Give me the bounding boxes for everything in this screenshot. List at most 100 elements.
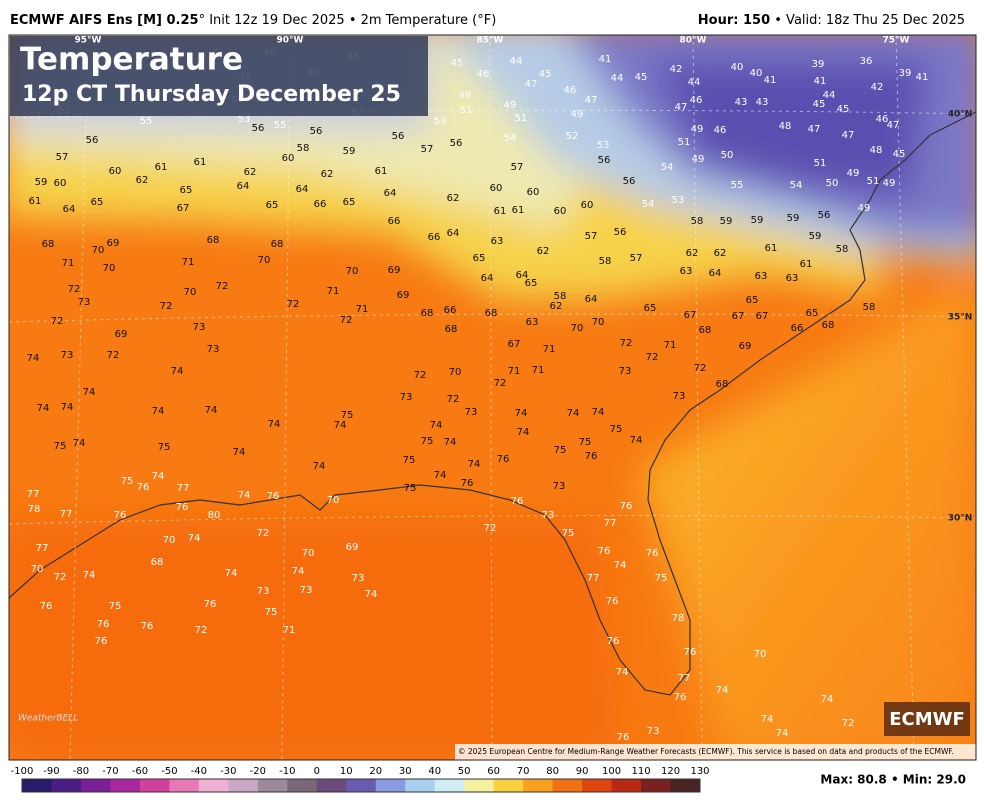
colorbar-swatch — [228, 779, 259, 792]
station-value: 44 — [611, 73, 624, 84]
station-value: 68 — [485, 308, 498, 319]
station-value: 74 — [776, 728, 789, 739]
station-value: 75 — [610, 424, 623, 435]
station-value: 49 — [692, 154, 705, 165]
station-value: 69 — [739, 341, 752, 352]
station-value: 55 — [274, 120, 287, 131]
station-value: 63 — [786, 273, 799, 284]
station-value: 45 — [813, 99, 826, 110]
station-value: 53 — [434, 116, 447, 127]
station-value: 69 — [397, 290, 410, 301]
station-value: 68 — [421, 308, 434, 319]
colorbar-tick: 110 — [631, 766, 650, 777]
station-value: 74 — [434, 470, 447, 481]
station-value: 73 — [193, 322, 206, 333]
colorbar-swatch — [198, 779, 229, 792]
station-value: 65 — [746, 295, 759, 306]
station-value: 72 — [414, 370, 427, 381]
station-value: 61 — [512, 205, 525, 216]
coastline — [9, 111, 976, 696]
station-value: 49 — [883, 178, 896, 189]
station-value: 77 — [60, 509, 73, 520]
station-value: 74 — [614, 560, 627, 571]
station-value: 36 — [860, 56, 873, 67]
station-value: 56 — [392, 131, 405, 142]
station-value: 70 — [103, 263, 116, 274]
station-value: 50 — [826, 178, 839, 189]
station-value: 43 — [735, 97, 748, 108]
station-value: 77 — [27, 489, 40, 500]
colorbar-tick: 20 — [369, 766, 382, 777]
colorbar-tick: -60 — [132, 766, 148, 777]
station-value: 74 — [430, 420, 443, 431]
station-value: 59 — [751, 215, 764, 226]
station-value: 73 — [300, 585, 313, 596]
station-value: 41 — [814, 76, 827, 87]
badge-box — [884, 702, 970, 736]
station-value: 49 — [858, 203, 871, 214]
station-value: 42 — [670, 64, 683, 75]
station-value: 62 — [537, 246, 550, 257]
station-value: 55 — [140, 116, 153, 127]
colorbar-tick: 70 — [517, 766, 530, 777]
station-value: 56 — [614, 227, 627, 238]
station-value: 53 — [672, 195, 685, 206]
station-value: 75 — [265, 607, 278, 618]
station-value: 66 — [314, 199, 327, 210]
station-value: 74 — [83, 387, 96, 398]
colorbar-tick: -40 — [191, 766, 207, 777]
station-value: 76 — [646, 548, 659, 559]
station-value: 51 — [515, 113, 528, 124]
station-value: 62 — [550, 301, 563, 312]
station-values: 4548464751555153565556534546495153444745… — [27, 47, 929, 743]
station-value: 47 — [675, 102, 688, 113]
station-value: 62 — [136, 175, 149, 186]
station-value: 75 — [562, 528, 575, 539]
station-value: 70 — [258, 255, 271, 266]
station-value: 74 — [517, 427, 530, 438]
colorbar-tick: -20 — [250, 766, 266, 777]
hour: Hour: 150 — [698, 13, 770, 28]
station-value: 74 — [225, 568, 238, 579]
station-value: 48 — [779, 121, 792, 132]
station-value: 65 — [180, 185, 193, 196]
station-value: 76 — [97, 619, 110, 630]
station-value: 70 — [346, 266, 359, 277]
station-value: 65 — [266, 200, 279, 211]
station-value: 46 — [714, 125, 727, 136]
station-value: 61 — [765, 243, 778, 254]
station-value: 46 — [477, 69, 490, 80]
station-value: 58 — [863, 302, 876, 313]
station-value: 76 — [598, 546, 611, 557]
colorbar-tick: 90 — [576, 766, 589, 777]
station-value: 70 — [327, 495, 340, 506]
station-value: 73 — [78, 297, 91, 308]
station-value: 53 — [597, 140, 610, 151]
station-value: 56 — [818, 210, 831, 221]
station-value: 71 — [283, 625, 296, 636]
colorbar-swatch — [51, 779, 82, 792]
station-value: 39 — [899, 68, 912, 79]
station-value: 72 — [216, 281, 229, 292]
station-value: 44 — [510, 56, 523, 67]
station-value: 45 — [635, 72, 648, 83]
station-value: 51 — [460, 105, 473, 116]
station-value: 74 — [73, 438, 86, 449]
map-field: 4548464751555153565556534546495153444745… — [9, 35, 976, 760]
station-value: 72 — [340, 315, 353, 326]
station-value: 72 — [447, 394, 460, 405]
station-value: 73 — [400, 392, 413, 403]
station-value: 74 — [515, 408, 528, 419]
station-value: 78 — [672, 613, 685, 624]
colorbar-tick: -70 — [102, 766, 118, 777]
station-value: 73 — [673, 391, 686, 402]
station-value: 60 — [282, 153, 295, 164]
station-value: 70 — [302, 548, 315, 559]
station-value: 59 — [35, 177, 48, 188]
station-value: 77 — [36, 543, 49, 554]
station-value: 43 — [756, 97, 769, 108]
station-value: 72 — [620, 338, 633, 349]
station-value: 73 — [61, 350, 74, 361]
station-value: 74 — [821, 694, 834, 705]
station-value: 74 — [152, 471, 165, 482]
